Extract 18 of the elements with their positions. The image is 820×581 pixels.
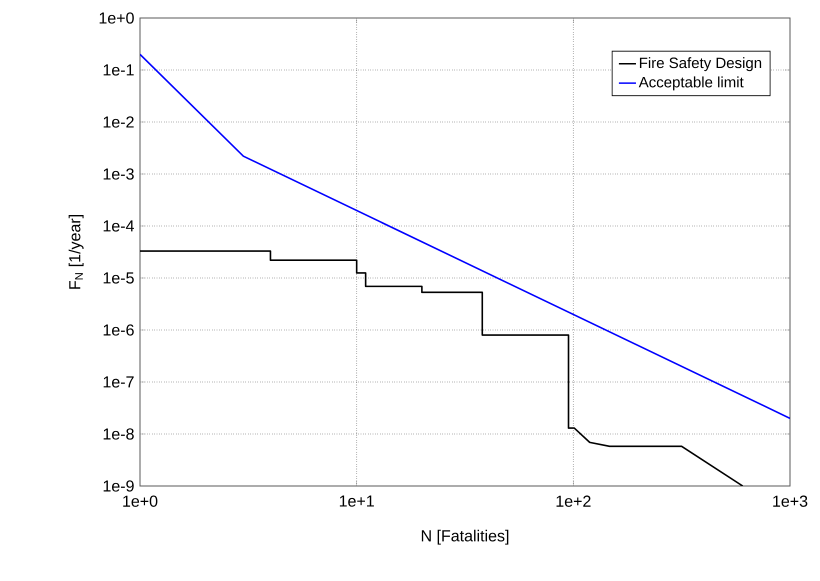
x-axis-title: N [Fatalities]	[422, 530, 508, 545]
x-tick-label: 1e+2	[556, 496, 591, 507]
y-tick-label: 1e-9	[104, 480, 134, 492]
y-tick-label: 1e+0	[100, 12, 134, 24]
legend-label: Acceptable limit	[638, 76, 744, 90]
y-tick-label: 1e-6	[104, 324, 134, 336]
y-tick-label: 1e-3	[104, 168, 134, 180]
y-tick-label: 1e-7	[104, 376, 134, 388]
y-tick-label: 1e-2	[104, 116, 134, 128]
y-tick-label: 1e-4	[104, 220, 134, 232]
y-tick-label: 1e-8	[104, 428, 134, 440]
x-tick-label: 1e+3	[773, 496, 808, 507]
x-tick-label: 1e+1	[340, 496, 374, 507]
y-axis-title: F$_{N}$ [1/year]	[68, 215, 84, 289]
y-tick-label: 1e-1	[104, 64, 134, 76]
legend-label: Fire Safety Design	[640, 57, 762, 72]
x-tick-label: 1e+0	[123, 496, 158, 507]
y-tick-label: 1e-5	[104, 272, 134, 284]
